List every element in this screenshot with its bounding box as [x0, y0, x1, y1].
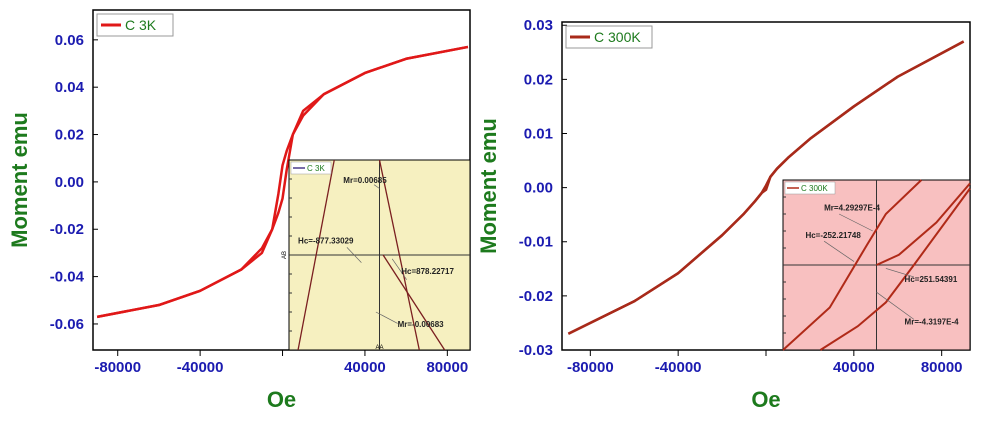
y-tick-label: 0.01 — [524, 125, 553, 142]
y-tick-label: -0.03 — [519, 342, 553, 359]
inset-legend-box — [784, 181, 836, 195]
y-tick-label: 0.02 — [55, 127, 84, 144]
inset-curve — [382, 254, 446, 351]
inset-x-label: AA — [375, 345, 383, 351]
annotation-leader — [391, 258, 407, 280]
y-axis-label: Moment emu — [7, 112, 32, 248]
legend-box — [565, 25, 653, 49]
annotation-leader — [838, 213, 873, 232]
series-lower — [567, 40, 965, 335]
inset-legend-box — [290, 161, 332, 175]
x-tick-label: -40000 — [177, 359, 224, 376]
inset-curve — [782, 179, 923, 351]
y-tick-label: -0.04 — [50, 269, 85, 286]
legend-box — [96, 13, 174, 37]
y-tick-label: 0.06 — [55, 32, 84, 49]
annotation-leader — [876, 291, 915, 320]
y-tick-label: 0.04 — [55, 79, 85, 96]
annotation-leader — [823, 240, 855, 262]
chart-1: 0.03 0.02 0.01 0.00 -0.01 -0.02 -0.03 -80000 -40… — [476, 17, 971, 412]
x-tick-label: -40000 — [655, 359, 702, 376]
x-tick-label: 80000 — [426, 359, 468, 376]
inset-curve — [297, 159, 335, 351]
inset-0: Mr=0.00685 Hc=-877.33029 Hc=878.22717 Mr=-0… — [282, 159, 471, 351]
y-tick-label: -0.01 — [519, 234, 553, 251]
y-axis-label: Moment emu — [476, 118, 501, 254]
x-tick-label: 80000 — [921, 359, 963, 376]
x-tick-label: -80000 — [567, 359, 614, 376]
x-axis-label: Oe — [267, 387, 296, 412]
y-tick-label: -0.06 — [50, 316, 84, 333]
y-tick-label: -0.02 — [519, 288, 553, 305]
inset-y-label: AB — [282, 251, 288, 259]
annotation: Mr=-0.00683 — [398, 320, 445, 329]
annotation-leader — [373, 184, 380, 189]
inset-1: Mr=4.29297E-4 Hc=-252.21748 Hc=251.54391 Mr… — [782, 179, 971, 351]
annotation-leader — [346, 247, 362, 263]
annotation-leader — [885, 268, 915, 278]
annotation: Mr=0.00685 — [343, 176, 387, 185]
x-tick-label: 40000 — [344, 359, 386, 376]
y-tick-label: 0.00 — [524, 180, 553, 197]
annotation: Mr=4.29297E-4 — [824, 204, 880, 213]
inset-legend-label: C 3K — [307, 164, 325, 173]
chart-0: 0.06 0.04 0.02 0.00 -0.02 -0.04 -0.06 -80000 -40… — [7, 9, 471, 412]
annotation-leader — [375, 311, 398, 324]
inset-curve — [876, 182, 971, 266]
annotation: Hc=878.22717 — [401, 267, 454, 276]
legend-label: C 3K — [125, 17, 157, 33]
x-tick-label: 40000 — [833, 359, 875, 376]
y-tick-label: -0.02 — [50, 221, 84, 238]
annotation: Hc=-877.33029 — [298, 237, 354, 246]
series-lower — [96, 45, 469, 319]
inset-curve — [378, 159, 420, 351]
annotation: Hc=-252.21748 — [805, 231, 861, 240]
legend-label: C 300K — [594, 29, 641, 45]
annotation: Hc=251.54391 — [905, 275, 958, 284]
annotation: Mr=-4.3197E-4 — [905, 318, 960, 327]
y-tick-label: 0.02 — [524, 71, 553, 88]
inset-legend-label: C 300K — [801, 184, 828, 193]
x-tick-label: -80000 — [94, 359, 141, 376]
x-axis-label: Oe — [751, 387, 780, 412]
inset-curve — [819, 187, 971, 351]
y-tick-label: 0.03 — [524, 17, 553, 34]
y-tick-label: 0.00 — [55, 174, 84, 191]
